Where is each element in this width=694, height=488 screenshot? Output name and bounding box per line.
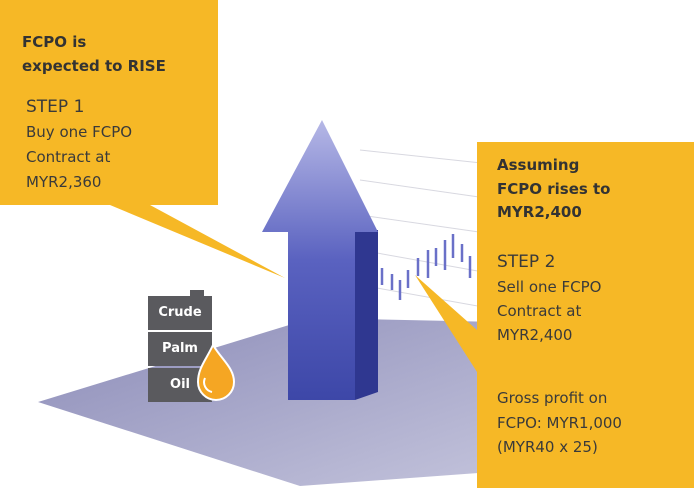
body-line: Contract at [497, 299, 581, 324]
body-line: Contract at [26, 145, 110, 170]
barrel-label: Crude [148, 305, 212, 320]
platform [38, 318, 520, 486]
step-label: STEP 1 [26, 95, 84, 120]
profit-line: (MYR40 x 25) [497, 435, 598, 460]
heading-line: expected to RISE [22, 54, 166, 79]
heading-line: FCPO rises to [497, 177, 611, 202]
profit-line: FCPO: MYR1,000 [497, 411, 622, 436]
heading-line: Assuming [497, 153, 579, 178]
barrel-label: Oil [148, 377, 212, 392]
infographic: FCPO isexpected to RISE STEP 1Buy one FCP… [0, 0, 694, 488]
heading-line: FCPO is [22, 30, 86, 55]
heading-line: MYR2,400 [497, 200, 582, 225]
body-line: Buy one FCPO [26, 120, 132, 145]
profit-line: Gross profit on [497, 386, 607, 411]
step-label: STEP 2 [497, 250, 555, 275]
body-line: Sell one FCPO [497, 275, 602, 300]
body-line: MYR2,400 [497, 323, 572, 348]
arrow-side [355, 230, 378, 400]
barrel-label: Palm [148, 341, 212, 356]
body-line: MYR2,360 [26, 170, 101, 195]
